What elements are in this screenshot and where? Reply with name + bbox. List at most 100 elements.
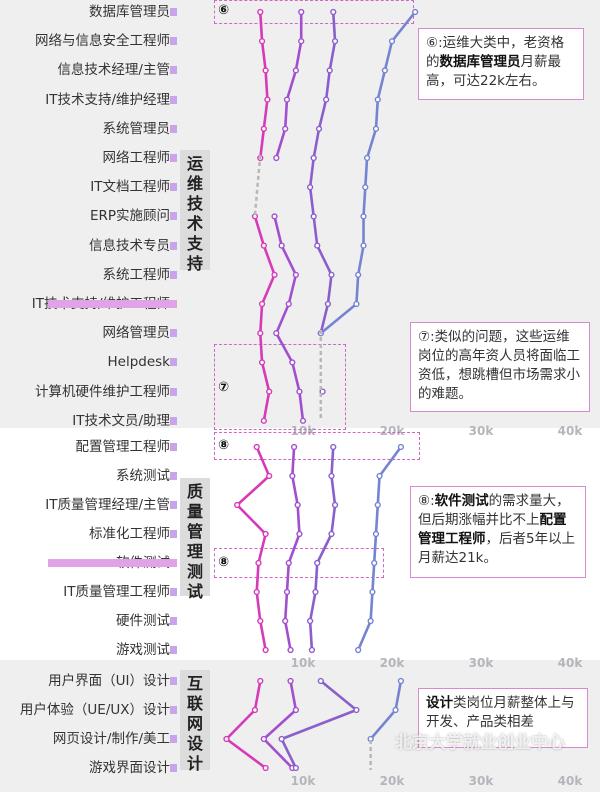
data-point [257, 8, 264, 16]
gap-connector [253, 154, 262, 216]
row-marker [170, 358, 177, 367]
data-point [260, 242, 267, 249]
series-line [280, 679, 358, 769]
x-tick-label: 10k [290, 774, 316, 788]
row-marker [170, 212, 177, 221]
row-label: 数据库管理员 [89, 4, 170, 20]
data-point [323, 96, 330, 103]
data-point [299, 417, 307, 424]
data-point [314, 559, 321, 567]
data-point [253, 443, 260, 451]
row-marker [170, 241, 177, 250]
data-point [369, 588, 376, 596]
row-label: 用户界面（UI）设计 [48, 673, 170, 689]
data-point [397, 443, 405, 451]
x-tick-label: 30k [468, 774, 494, 788]
data-point [262, 646, 269, 654]
data-point [289, 359, 296, 366]
data-point [278, 735, 285, 743]
row-label: ERP实施顾问 [89, 208, 170, 225]
row-marker [170, 329, 177, 338]
data-point [294, 501, 301, 509]
row-label: 系统测试 [116, 468, 170, 484]
group-box [180, 670, 210, 770]
group-label: 质量管理测试 [186, 482, 203, 601]
data-point [371, 559, 378, 567]
row-marker [170, 472, 177, 480]
data-point [285, 300, 292, 308]
data-point [258, 38, 266, 45]
row-label: IT文档工程师 [90, 179, 170, 196]
x-tick-label: 20k [379, 424, 405, 438]
row-marker [170, 443, 177, 451]
callout-8-bold-2: 配置管理工程师 [418, 512, 567, 547]
callout-9: 设计类岗位月薪整体上与开发、产品类相差 [418, 688, 588, 748]
data-point [314, 242, 321, 249]
data-point [262, 764, 269, 772]
data-point [308, 646, 316, 654]
row-label: 硬件测试 [116, 613, 170, 629]
data-point [315, 125, 323, 132]
callout-9-post: 类岗位月薪整体上与开发、产品类相差 [426, 695, 575, 730]
data-point [376, 472, 383, 480]
data-point [330, 443, 337, 451]
data-point [282, 125, 289, 132]
data-point [372, 530, 380, 538]
group-label: 运维技术支持 [186, 154, 203, 273]
callout-9-bold: 设计 [426, 695, 453, 711]
x-tick-label: 40k [557, 774, 583, 788]
data-point [289, 472, 296, 480]
data-point [374, 96, 381, 103]
row-marker [170, 588, 177, 596]
group-box [180, 150, 210, 270]
data-point [283, 588, 291, 596]
data-point [260, 125, 267, 132]
row-label: 游戏界面设计 [89, 760, 170, 776]
data-point [355, 646, 362, 654]
data-point [282, 617, 289, 625]
data-point [324, 300, 332, 308]
data-point [298, 8, 305, 16]
row-marker [170, 387, 177, 396]
data-point [257, 617, 264, 625]
callout-8-bold-1: 软件测试 [434, 493, 489, 509]
data-point [255, 559, 262, 567]
series-line [253, 216, 276, 422]
row-marker [170, 183, 177, 192]
data-point [257, 677, 264, 685]
row-marker [170, 764, 177, 772]
series-line [273, 216, 305, 421]
marker-7: ⑦ [218, 380, 230, 395]
data-point [312, 588, 319, 596]
series-line [356, 446, 402, 651]
row-marker [170, 66, 177, 75]
series-line [283, 446, 301, 651]
data-point [223, 735, 230, 743]
row-marker [170, 270, 177, 279]
row-marker [170, 646, 177, 654]
series-line [308, 11, 337, 334]
callout-8-pre: ⑧: [418, 493, 435, 509]
group-label: 互联网设计 [186, 674, 203, 773]
data-point [260, 735, 267, 743]
row-marker [170, 124, 177, 133]
row-label: IT质量管理经理/主管 [45, 497, 170, 513]
data-point [292, 271, 299, 278]
data-point [367, 617, 374, 625]
data-point [296, 530, 303, 538]
x-tick-label: 40k [557, 424, 583, 438]
series-line [308, 446, 337, 651]
data-point [296, 388, 303, 395]
series-line [275, 12, 303, 159]
data-point [271, 271, 278, 278]
data-point [262, 530, 269, 538]
data-point [353, 706, 360, 714]
row-label: Helpdesk [107, 354, 170, 371]
data-point [291, 443, 298, 451]
row-marker [170, 416, 177, 425]
data-point [374, 501, 381, 509]
group-box [180, 478, 210, 596]
callout-6: ⑥:运维大类中，老资格的数据库管理员月薪最高，可达22k左右。 [418, 28, 584, 100]
data-point [331, 38, 339, 45]
row-label: 网络工程师 [102, 150, 171, 166]
